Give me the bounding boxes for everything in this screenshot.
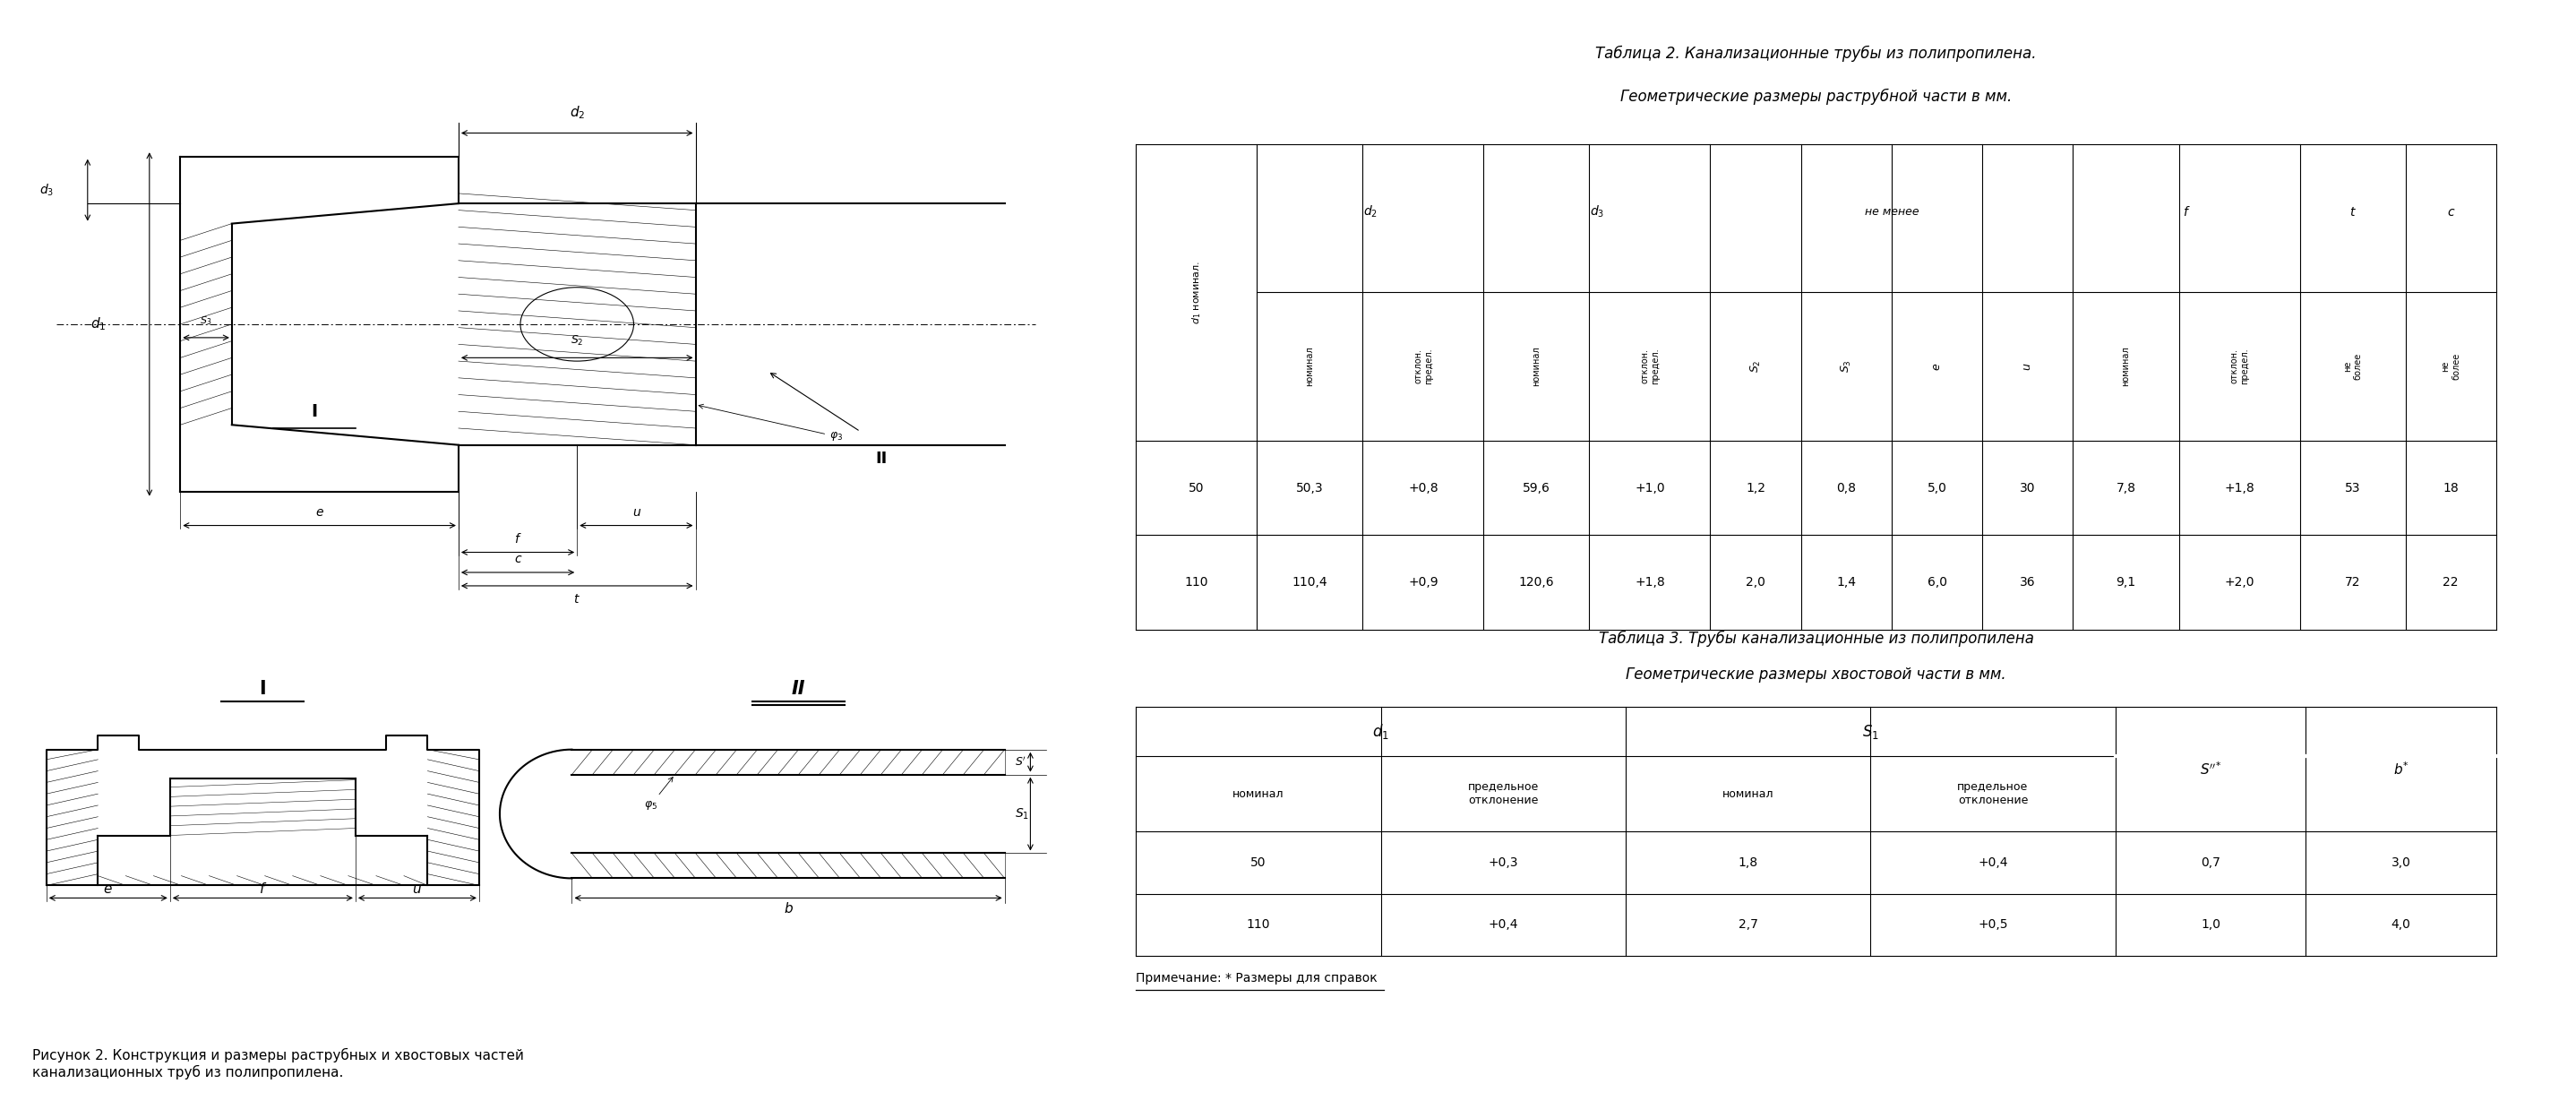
Text: $S'$: $S'$ [1015, 756, 1028, 768]
Text: $u$: $u$ [2022, 362, 2032, 370]
Text: $e$: $e$ [103, 882, 113, 896]
Text: +1,8: +1,8 [2223, 482, 2254, 494]
Text: 110: 110 [1185, 577, 1208, 589]
Text: $u$: $u$ [631, 505, 641, 519]
Text: $S_3$: $S_3$ [201, 314, 211, 328]
Text: $S_2$: $S_2$ [1749, 360, 1762, 373]
Text: не
более: не более [2344, 353, 2362, 380]
Text: $f$: $f$ [258, 882, 268, 897]
Text: Таблица 3. Трубы канализационные из полипропилена: Таблица 3. Трубы канализационные из поли… [1600, 631, 2032, 646]
Text: 0,7: 0,7 [2200, 856, 2221, 869]
Text: номинал: номинал [1533, 347, 1540, 387]
Text: 59,6: 59,6 [1522, 482, 1551, 494]
Text: отклон.
предел.: отклон. предел. [1641, 348, 1659, 385]
Text: Примечание: * Размеры для справок: Примечание: * Размеры для справок [1136, 973, 1378, 985]
Text: $f$: $f$ [2182, 206, 2190, 219]
Text: 50: 50 [1249, 856, 1267, 869]
Text: +1,0: +1,0 [1636, 482, 1664, 494]
Text: 1,0: 1,0 [2200, 919, 2221, 931]
Text: $S_1$: $S_1$ [1015, 806, 1030, 822]
Text: отклон.
предел.: отклон. предел. [1414, 348, 1432, 385]
Text: 50: 50 [1188, 482, 1206, 494]
Text: +0,4: +0,4 [1489, 919, 1517, 931]
Text: $e$: $e$ [314, 505, 325, 519]
Text: $c$: $c$ [2447, 206, 2455, 218]
Text: номинал: номинал [1234, 788, 1285, 799]
Text: 7,8: 7,8 [2115, 482, 2136, 494]
Text: $d_2$: $d_2$ [569, 105, 585, 121]
Text: $S_1$: $S_1$ [1862, 722, 1878, 740]
Text: 72: 72 [2344, 577, 2360, 589]
Text: $t$: $t$ [574, 593, 580, 606]
Text: 1,4: 1,4 [1837, 577, 1857, 589]
Text: $t$: $t$ [2349, 206, 2357, 218]
Text: +2,0: +2,0 [2223, 577, 2254, 589]
Text: 18: 18 [2442, 482, 2458, 494]
Text: +0,4: +0,4 [1978, 856, 2007, 869]
Text: 53: 53 [2344, 482, 2360, 494]
Text: $d_2$: $d_2$ [1363, 205, 1378, 220]
Text: +0,8: +0,8 [1409, 482, 1437, 494]
Text: $S_2$: $S_2$ [569, 334, 585, 348]
Text: $b^{*}$: $b^{*}$ [2393, 760, 2409, 777]
Text: $d_1$: $d_1$ [1373, 722, 1388, 741]
Text: $d_3$: $d_3$ [1589, 205, 1605, 220]
Text: +0,9: +0,9 [1409, 577, 1437, 589]
Text: номинал: номинал [1306, 347, 1314, 387]
Text: 110: 110 [1247, 919, 1270, 931]
Text: 36: 36 [2020, 577, 2035, 589]
Text: 4,0: 4,0 [2391, 919, 2411, 931]
Text: 22: 22 [2442, 577, 2458, 589]
Text: отклон.
предел.: отклон. предел. [2231, 348, 2249, 385]
Text: I: I [260, 680, 265, 698]
Text: I: I [312, 402, 317, 420]
Text: 2,7: 2,7 [1739, 919, 1757, 931]
Text: 1,2: 1,2 [1747, 482, 1765, 494]
Text: $u$: $u$ [412, 882, 422, 896]
Text: 3,0: 3,0 [2391, 856, 2411, 869]
Text: $e$: $e$ [1932, 362, 1942, 370]
Text: $\varphi_3$: $\varphi_3$ [698, 405, 842, 443]
Text: Геометрические размеры хвостовой части в мм.: Геометрические размеры хвостовой части в… [1625, 666, 2007, 682]
Text: 2,0: 2,0 [1747, 577, 1765, 589]
Text: $S_3$: $S_3$ [1839, 360, 1852, 373]
Text: +1,8: +1,8 [1636, 577, 1664, 589]
Text: $d_1$ номинал.: $d_1$ номинал. [1190, 260, 1203, 324]
Text: предельное
отклонение: предельное отклонение [1468, 781, 1538, 806]
Text: $b$: $b$ [783, 901, 793, 916]
Text: $S''^{*}$: $S''^{*}$ [2200, 760, 2221, 777]
Text: 50,3: 50,3 [1296, 482, 1324, 494]
Text: Таблица 2. Канализационные трубы из полипропилена.: Таблица 2. Канализационные трубы из поли… [1595, 46, 2038, 63]
Text: II: II [876, 451, 886, 466]
Text: II: II [791, 680, 806, 698]
Text: $c$: $c$ [515, 552, 523, 566]
Text: 30: 30 [2020, 482, 2035, 494]
Text: номинал: номинал [1723, 788, 1775, 799]
Text: 9,1: 9,1 [2115, 577, 2136, 589]
Text: не менее: не менее [1865, 207, 1919, 218]
Text: Рисунок 2. Конструкция и размеры раструбных и хвостовых частей
канализационных т: Рисунок 2. Конструкция и размеры раструб… [33, 1049, 523, 1079]
Text: номинал: номинал [2123, 347, 2130, 387]
Text: +0,5: +0,5 [1978, 919, 2007, 931]
Text: 1,8: 1,8 [1739, 856, 1757, 869]
Text: 5,0: 5,0 [1927, 482, 1947, 494]
Text: 110,4: 110,4 [1293, 577, 1327, 589]
Text: $d_1$: $d_1$ [90, 316, 106, 332]
Text: $d_3$: $d_3$ [39, 182, 54, 198]
Text: Геометрические размеры раструбной части в мм.: Геометрические размеры раструбной части … [1620, 88, 2012, 105]
Text: предельное
отклонение: предельное отклонение [1958, 781, 2027, 806]
Text: +0,3: +0,3 [1489, 856, 1517, 869]
Text: $\varphi_5$: $\varphi_5$ [644, 777, 672, 812]
Text: 120,6: 120,6 [1520, 577, 1553, 589]
Text: 0,8: 0,8 [1837, 482, 1857, 494]
Text: $f$: $f$ [515, 532, 523, 546]
Text: 6,0: 6,0 [1927, 577, 1947, 589]
Text: не
более: не более [2442, 353, 2460, 380]
